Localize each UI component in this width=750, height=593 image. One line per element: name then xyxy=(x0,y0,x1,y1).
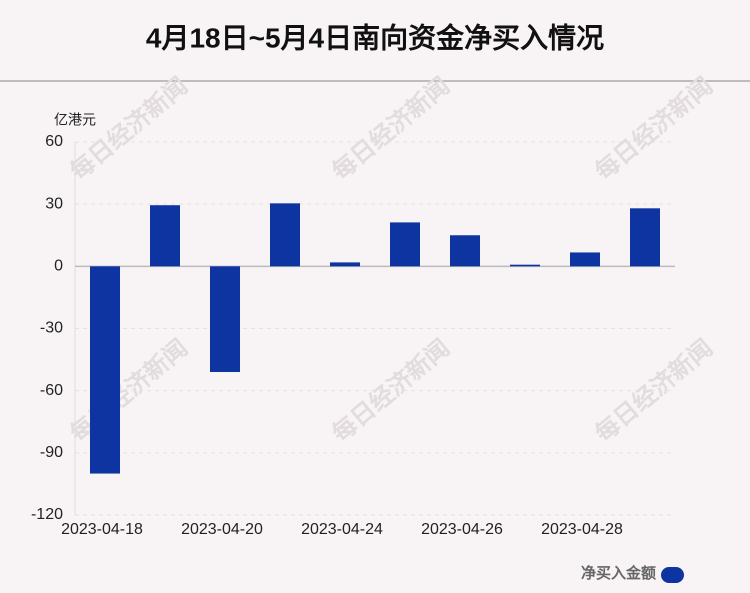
bar xyxy=(510,264,540,267)
y-tick-label: -120 xyxy=(31,506,63,523)
bar xyxy=(630,208,660,267)
bar xyxy=(270,203,300,267)
x-tick-label: 2023-04-26 xyxy=(421,521,503,538)
y-tick-label: -60 xyxy=(40,382,63,399)
legend-swatch xyxy=(661,567,684,583)
bar xyxy=(570,252,600,267)
x-tick-label: 2023-04-18 xyxy=(61,521,143,538)
x-tick-label: 2023-04-24 xyxy=(301,521,383,538)
bar xyxy=(210,266,240,373)
y-tick-label: 0 xyxy=(54,258,63,275)
x-tick-label: 2023-04-20 xyxy=(181,521,263,538)
bar xyxy=(90,266,120,474)
y-tick-label: 60 xyxy=(45,133,63,150)
bar xyxy=(330,262,360,267)
bar xyxy=(450,235,480,267)
y-tick-label: 30 xyxy=(45,195,63,212)
y-tick-label: -30 xyxy=(40,320,63,337)
y-tick-label: -90 xyxy=(40,444,63,461)
chart-title: 4月18日~5月4日南向资金净买入情况 xyxy=(146,21,604,53)
bar xyxy=(150,205,180,267)
x-tick-label: 2023-04-28 xyxy=(541,521,623,538)
bar xyxy=(390,222,420,267)
y-unit: 亿港元 xyxy=(54,112,96,128)
legend-label: 净买入金额 xyxy=(581,564,656,582)
